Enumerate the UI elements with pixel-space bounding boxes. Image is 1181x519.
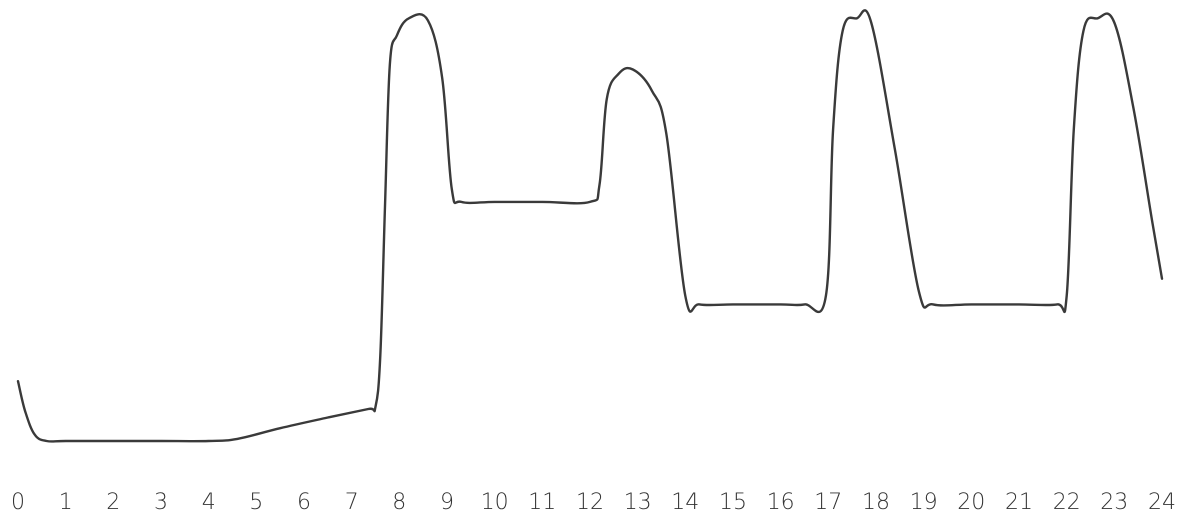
series-line-0 (16, 9, 1164, 443)
x-tick-label: 22 (1053, 490, 1081, 515)
x-tick-label: 21 (1005, 490, 1033, 515)
plot-area (16, 9, 1164, 443)
x-tick-label: 15 (719, 490, 747, 515)
x-tick-label: 8 (392, 490, 406, 515)
x-tick-label: 9 (440, 490, 454, 515)
x-tick-label: 2 (106, 490, 120, 515)
x-tick-label: 3 (154, 490, 168, 515)
x-tick-label: 12 (576, 490, 604, 515)
x-tick-label: 24 (1148, 490, 1176, 515)
x-tick-label: 4 (202, 490, 216, 515)
x-axis-ticks: 0 1 2 3 4 5 6 7 8 9 10 11 12 13 14 15 16 17 18 19 20 21 22 23 24 (11, 490, 1176, 515)
x-tick-label: 10 (481, 490, 509, 515)
x-tick-label: 20 (957, 490, 985, 515)
x-tick-label: 1 (59, 490, 73, 515)
x-tick-label: 0 (11, 490, 25, 515)
x-tick-label: 6 (297, 490, 311, 515)
x-tick-label: 7 (345, 490, 359, 515)
x-tick-label: 19 (910, 490, 938, 515)
x-tick-label: 23 (1100, 490, 1128, 515)
x-tick-label: 16 (767, 490, 795, 515)
x-tick-label: 11 (528, 490, 556, 515)
x-tick-label: 17 (814, 490, 842, 515)
x-tick-label: 13 (624, 490, 652, 515)
x-tick-label: 18 (862, 490, 890, 515)
x-tick-label: 14 (671, 490, 699, 515)
x-tick-label: 5 (249, 490, 263, 515)
